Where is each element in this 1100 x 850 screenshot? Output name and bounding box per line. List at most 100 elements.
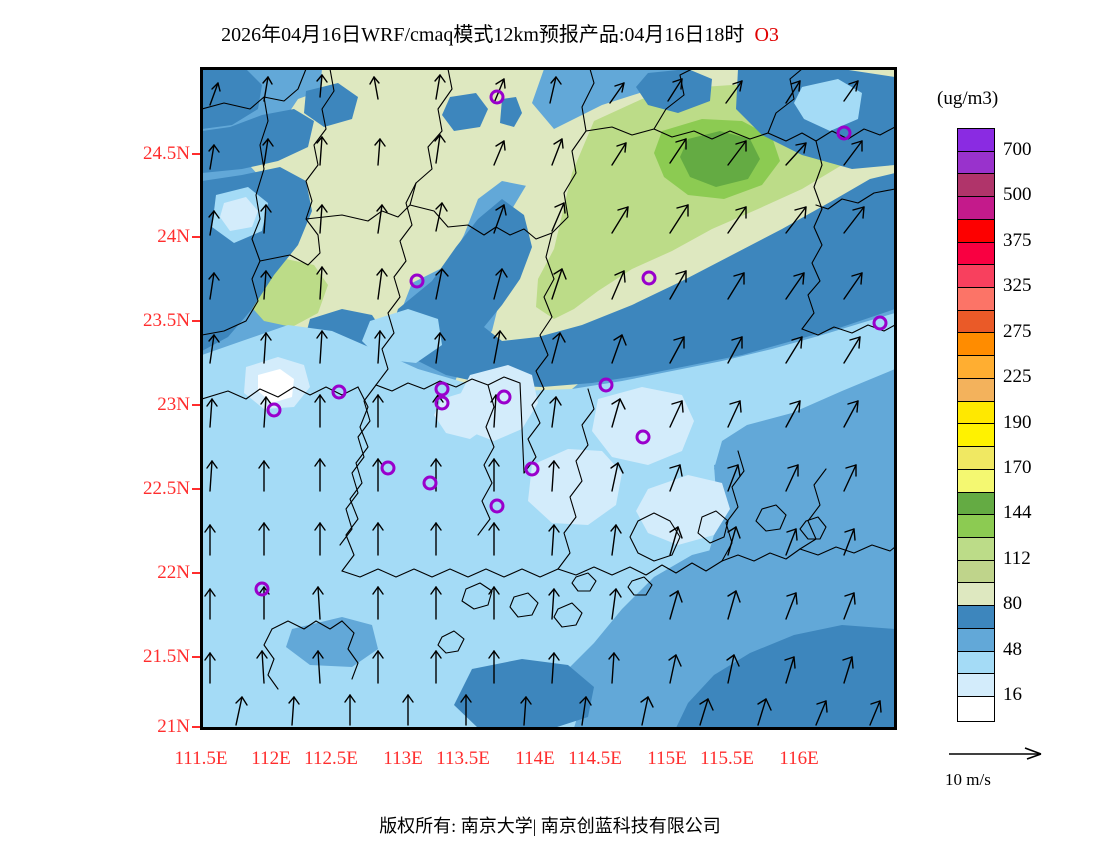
- colorbar-tick-label: 112: [1003, 547, 1031, 569]
- lat-tick-mark: [192, 726, 200, 728]
- lon-tick-label-115_5E: 115.5E: [700, 748, 754, 769]
- region-0-16-se-patch: [636, 475, 730, 545]
- region-48-80-sea-deep: [676, 625, 895, 728]
- station-markers[interactable]: [254, 89, 888, 597]
- station-marker: [331, 384, 347, 400]
- lat-tick-mark: [192, 572, 200, 574]
- colorbar-cell: [958, 356, 994, 379]
- lat-tick-label-23: 23N: [157, 394, 190, 415]
- lat-tick-mark: [192, 488, 200, 490]
- colorbar-tick-label: 16: [1003, 684, 1022, 706]
- lat-tick-label-22: 22N: [157, 562, 190, 583]
- colorbar-cell: [958, 515, 994, 538]
- station-marker: [635, 429, 651, 445]
- lon-tick-label-116E: 116E: [779, 748, 819, 769]
- map-canvas[interactable]: [200, 67, 897, 730]
- station-marker: [524, 461, 540, 477]
- lat-tick-mark: [192, 656, 200, 658]
- title-text: 2026年04月16日WRF/cmaq模式12km预报产品:04月16日18时: [221, 24, 745, 46]
- lon-tick-label-114_5E: 114.5E: [568, 748, 622, 769]
- colorbar-cell: [958, 424, 994, 448]
- region-0-16-nw-core: [220, 197, 258, 231]
- region-48-80-blob2: [442, 93, 488, 131]
- colorbar-cell: [958, 606, 994, 629]
- colorbar: [957, 128, 995, 722]
- lat-tick-label-24_5: 24.5N: [143, 143, 190, 164]
- lon-tick-label-115E: 115E: [647, 748, 687, 769]
- colorbar-unit-label: (ug/m3): [937, 88, 999, 109]
- station-marker: [422, 475, 438, 491]
- lat-tick-label-23_5: 23.5N: [143, 310, 190, 331]
- station-marker: [434, 381, 450, 397]
- colorbar-cell: [958, 401, 994, 425]
- colorbar-tick-label: 144: [1003, 502, 1032, 524]
- colorbar-cell: [958, 197, 994, 220]
- colorbar-cell: [958, 378, 994, 402]
- colorbar-tick-label: 275: [1003, 320, 1032, 342]
- colorbar-cell: [958, 469, 994, 493]
- wind-scale-label: 10 m/s: [945, 770, 991, 789]
- lon-tick-label-113E: 113E: [383, 748, 423, 769]
- lon-tick-label-114E: 114E: [515, 748, 555, 769]
- copyright-footer: 版权所有: 南京大学| 南京创蓝科技有限公司: [379, 816, 721, 836]
- region-48-80-blob1: [304, 83, 358, 127]
- region-48-80-n-strip: [202, 109, 314, 173]
- lat-tick-label-24: 24N: [157, 226, 190, 247]
- administrative-boundaries: [202, 69, 895, 546]
- station-marker: [598, 377, 614, 393]
- colorbar-tick-label: 225: [1003, 366, 1032, 388]
- right-arrow-icon: [949, 747, 1042, 760]
- colorbar-tick-label: 80: [1003, 593, 1022, 615]
- station-marker: [254, 581, 270, 597]
- colorbar-tick-label: 325: [1003, 275, 1032, 297]
- colorbar-tick-label: 700: [1003, 138, 1032, 160]
- lon-tick-label-112E: 112E: [251, 748, 291, 769]
- colorbar-cell: [958, 696, 994, 720]
- lat-tick-mark: [192, 320, 200, 322]
- colorbar-cell: [958, 174, 994, 198]
- region-144-170-core: [680, 131, 760, 187]
- colorbar-cell: [958, 242, 994, 266]
- colorbar-cell: [958, 537, 994, 561]
- region-48-80-blob3: [500, 97, 522, 127]
- lon-tick-label-113_5E: 113.5E: [436, 748, 490, 769]
- colorbar-cell: [958, 288, 994, 311]
- colorbar-tick-label: 48: [1003, 638, 1022, 660]
- colorbar-tick-label: 170: [1003, 456, 1032, 478]
- colorbar-cell: [958, 492, 994, 516]
- colorbar-tick-label: 190: [1003, 411, 1032, 433]
- colorbar-tick-label: 500: [1003, 184, 1032, 206]
- region-0-16-west2: [258, 369, 294, 403]
- colorbar-cell: [958, 583, 994, 607]
- region-48-80-sea-deep2: [454, 659, 594, 728]
- station-marker: [496, 389, 512, 405]
- station-marker: [380, 460, 396, 476]
- lon-tick-label-111_5E: 111.5E: [174, 748, 228, 769]
- lat-tick-label-22_5: 22.5N: [143, 478, 190, 499]
- wind-vectors: [204, 74, 882, 726]
- colorbar-tick-label: 375: [1003, 229, 1032, 251]
- region-16-48-delta: [202, 313, 895, 728]
- station-marker: [434, 395, 450, 411]
- wind-scale-key: 10 m/s: [945, 745, 1065, 790]
- lon-tick-label-112_5E: 112.5E: [304, 748, 358, 769]
- lat-tick-label-21: 21N: [157, 716, 190, 737]
- region-80-112-north: [202, 69, 895, 341]
- colorbar-cell: [958, 628, 994, 652]
- station-marker: [872, 315, 888, 331]
- colorbar-cell: [958, 310, 994, 334]
- region-0-16-delta-b: [528, 449, 622, 525]
- station-marker: [489, 498, 505, 514]
- colorbar-cell: [958, 333, 994, 357]
- region-48-80-mid-belt: [390, 173, 895, 387]
- colorbar-cell: [958, 151, 994, 175]
- lat-tick-mark: [192, 236, 200, 238]
- map-contour-svg: [202, 69, 895, 728]
- region-48-80-sea-tongue: [286, 617, 378, 667]
- colorbar-cell: [958, 674, 994, 697]
- station-marker: [836, 125, 852, 141]
- station-marker: [641, 270, 657, 286]
- lat-tick-mark: [192, 404, 200, 406]
- lat-tick-label-21_5: 21.5N: [143, 646, 190, 667]
